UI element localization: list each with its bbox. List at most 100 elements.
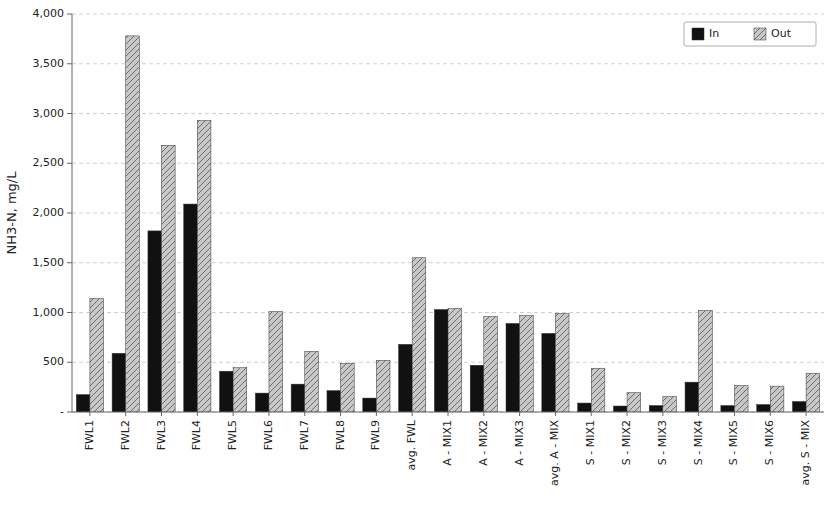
y-tick (67, 63, 72, 64)
x-tick (662, 412, 663, 416)
bar (112, 353, 126, 412)
bar (341, 363, 355, 412)
bar (363, 398, 377, 412)
x-tick-label: FWL4 (190, 420, 203, 450)
y-tick-label: 1,500 (33, 256, 65, 269)
x-tick-label: FWL8 (334, 420, 347, 450)
x-tick (448, 412, 449, 416)
y-tick (67, 262, 72, 263)
y-tick-label: 3,500 (33, 57, 65, 70)
bar (399, 344, 413, 412)
bar (699, 311, 713, 412)
bar (76, 395, 90, 412)
x-tick (770, 412, 771, 416)
bar (627, 393, 641, 412)
bar (291, 384, 305, 412)
x-tick-label: FWL5 (226, 420, 239, 450)
x-tick-label: S - MIX2 (620, 420, 633, 465)
bar (484, 316, 498, 412)
bar (520, 315, 534, 412)
x-tick-label: FWL6 (262, 420, 275, 450)
bar (305, 351, 319, 412)
x-tick-label: avg. S - MIX (799, 420, 812, 486)
bar (578, 403, 592, 412)
y-tick (67, 412, 72, 413)
x-tick (806, 412, 807, 416)
chart-svg: - 500 1,000 1,500 2,000 2,500 3,000 3,500 4,000 N… (0, 0, 838, 508)
y-tick-label: - (60, 405, 64, 418)
bar (792, 402, 806, 412)
x-tick-label: S - MIX6 (763, 420, 776, 465)
bar (412, 258, 426, 412)
chart-container: - 500 1,000 1,500 2,000 2,500 3,000 3,500 4,000 N… (0, 0, 838, 508)
x-tick-label: FWL1 (83, 420, 96, 450)
x-tick-label: S - MIX5 (727, 420, 740, 465)
bar (770, 386, 784, 412)
x-tick-label: avg. FWL (405, 419, 418, 470)
y-tick-label: 1,000 (33, 306, 65, 319)
x-tick-label: A - MIX1 (441, 420, 454, 466)
grid-line (72, 14, 824, 15)
y-tick (67, 312, 72, 313)
x-tick (268, 412, 269, 416)
x-tick (89, 412, 90, 416)
bar (591, 368, 605, 412)
x-tick-label: S - MIX4 (692, 420, 705, 465)
x-tick-label: FWL7 (298, 420, 311, 450)
bar (162, 145, 176, 412)
bar (506, 323, 520, 412)
x-tick (412, 412, 413, 416)
bar (555, 313, 569, 412)
y-tick-label: 2,500 (33, 156, 65, 169)
bar (663, 397, 677, 412)
y-axis-label: NH3-N, mg/L (4, 171, 19, 255)
bar (649, 406, 663, 412)
legend-swatch (754, 28, 766, 40)
bar (90, 299, 104, 412)
x-tick-label: FWL9 (369, 420, 382, 450)
series-0 (76, 204, 806, 412)
bar (148, 231, 162, 412)
y-tick-label: 3,000 (33, 107, 65, 120)
x-tick-label: avg. A - MIX (548, 420, 561, 486)
grid-line (72, 163, 824, 164)
x-tick-label: A - MIX3 (513, 420, 526, 466)
legend-box (684, 22, 816, 46)
bar (721, 406, 735, 412)
series-1 (90, 36, 820, 412)
x-tick (591, 412, 592, 416)
y-tick (67, 113, 72, 114)
bar (448, 309, 462, 412)
legend-swatch (692, 28, 704, 40)
x-tick (233, 412, 234, 416)
x-tick (197, 412, 198, 416)
x-tick (340, 412, 341, 416)
legend-label: In (709, 27, 719, 40)
y-tick-label: 4,000 (33, 7, 65, 20)
x-tick (734, 412, 735, 416)
y-tick (67, 362, 72, 363)
y-tick-label: 500 (43, 355, 64, 368)
x-tick-label: S - MIX1 (584, 420, 597, 465)
bar (184, 204, 198, 412)
x-tick (125, 412, 126, 416)
y-tick-label: 2,000 (33, 206, 65, 219)
x-tick (304, 412, 305, 416)
bar (269, 312, 283, 412)
grid-line (72, 113, 824, 114)
bar (376, 360, 390, 412)
legend: InOut (684, 22, 816, 46)
bars (76, 36, 819, 412)
x-tick-label: FWL2 (119, 420, 132, 450)
bar (220, 371, 234, 412)
x-tick (376, 412, 377, 416)
bar (470, 365, 484, 412)
bar (126, 36, 140, 412)
y-tick (67, 14, 72, 15)
bar (757, 405, 771, 412)
bar (734, 386, 748, 412)
x-tick-label: A - MIX2 (477, 420, 490, 466)
x-tick-label: FWL3 (155, 420, 168, 450)
x-tick (161, 412, 162, 416)
bar (233, 368, 247, 412)
